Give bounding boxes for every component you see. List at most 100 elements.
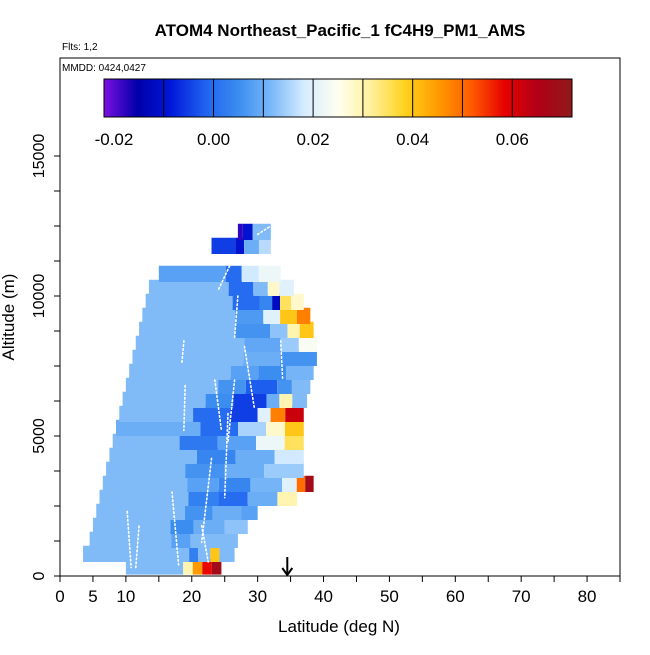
heatmap-cell xyxy=(193,517,225,534)
heatmap-cell xyxy=(148,279,229,296)
heatmap-cell xyxy=(234,307,264,324)
heatmap-cell xyxy=(142,307,235,324)
heatmap-cell xyxy=(187,475,219,492)
heatmap-cell xyxy=(264,461,304,478)
heatmap-cell xyxy=(279,391,293,408)
heatmap-cell xyxy=(244,335,281,352)
heatmap-cell xyxy=(229,405,258,422)
flight-track-segment xyxy=(217,261,233,292)
heatmap-cell xyxy=(188,489,219,506)
heatmap-cell xyxy=(185,461,225,478)
heatmap-cell xyxy=(284,433,304,450)
heatmap-cell xyxy=(282,475,297,492)
heatmap-cell xyxy=(218,489,248,506)
heatmap-cell xyxy=(266,419,285,436)
heatmap-cell xyxy=(210,545,220,562)
heatmap-cell xyxy=(109,447,197,464)
heatmap-cell xyxy=(244,237,259,254)
heatmap-cell xyxy=(299,321,314,338)
heatmap-cell xyxy=(235,447,275,464)
heatmap-cell xyxy=(198,545,211,562)
flight-track-segment xyxy=(256,225,272,236)
heatmap-cell xyxy=(125,558,184,575)
heatmap-cell xyxy=(277,377,292,394)
heatmap-cell xyxy=(258,363,286,380)
x-tick-label: 50 xyxy=(380,587,399,606)
flights-label: Flts: 1,2 xyxy=(62,42,98,53)
heatmap-cell xyxy=(277,489,298,506)
heatmap-cell xyxy=(122,391,206,408)
heatmap-cells xyxy=(83,223,317,575)
heatmap-cell xyxy=(139,321,236,338)
heatmap-cell xyxy=(296,307,311,324)
heatmap-cell xyxy=(274,447,304,464)
flight-track-segment xyxy=(181,339,185,365)
heatmap-cell xyxy=(185,503,213,520)
heatmap-cell xyxy=(233,391,267,408)
heatmap-cell xyxy=(202,558,212,575)
heatmap-cell xyxy=(266,391,280,408)
heatmap-cell xyxy=(296,475,306,492)
heatmap-cell xyxy=(237,223,243,240)
heatmap-cell xyxy=(179,433,218,450)
heatmap-cell xyxy=(200,419,239,436)
heatmap-cell xyxy=(241,265,259,282)
heatmap-cell xyxy=(171,531,191,548)
flight-track-segment xyxy=(134,524,140,569)
heatmap-cell xyxy=(225,265,242,282)
heatmap-cell xyxy=(285,363,314,380)
x-tick-label: 80 xyxy=(578,587,597,606)
x-tick-label: 5 xyxy=(88,587,97,606)
heatmap-cell xyxy=(243,349,281,366)
latitude-marker xyxy=(281,557,294,577)
flight-track-segment xyxy=(200,457,213,544)
heatmap-cell xyxy=(192,558,203,575)
flight-track-segment xyxy=(243,345,256,409)
heatmap-cell xyxy=(218,475,251,492)
heatmap-cell xyxy=(258,265,281,282)
y-axis: 0 5000 10000 15000 xyxy=(31,134,60,580)
flight-track-segment xyxy=(279,339,284,381)
heatmap-cell xyxy=(292,391,308,408)
heatmap-cell xyxy=(212,503,242,520)
flight-track-segment xyxy=(227,379,236,443)
heatmap-cell xyxy=(280,335,299,352)
flight-track-segment xyxy=(223,412,229,499)
colorbar-tick-label: 0.00 xyxy=(197,130,230,149)
heatmap-cell xyxy=(196,447,236,464)
x-tick-label: 70 xyxy=(512,587,531,606)
y-tick-label: 10000 xyxy=(31,274,48,319)
heatmap-cell xyxy=(228,279,254,296)
heatmap-cell xyxy=(279,279,294,296)
heatmap-cell xyxy=(92,517,171,534)
colorbar-gradient xyxy=(103,78,573,118)
heatmap-cell xyxy=(125,377,219,394)
flight-track-segment xyxy=(183,384,186,432)
heatmap-cell xyxy=(211,237,236,254)
flight-track-segment xyxy=(233,295,239,339)
flight-track-dots xyxy=(126,225,284,569)
heatmap-cell xyxy=(270,321,288,338)
heatmap-cell xyxy=(287,321,300,338)
heatmap-cell xyxy=(291,293,304,310)
flight-track-segment xyxy=(126,510,132,569)
colorbar-tick-label: -0.02 xyxy=(95,130,134,149)
heatmap-cell xyxy=(257,405,271,422)
heatmap-cell xyxy=(245,377,278,394)
heatmap-cell xyxy=(291,377,311,394)
x-tick-label: 40 xyxy=(314,587,333,606)
heatmap-cell xyxy=(119,405,194,422)
heatmap-cell xyxy=(280,349,317,366)
heatmap-cell xyxy=(256,433,285,450)
x-tick-label: 60 xyxy=(446,587,465,606)
flight-track-segment xyxy=(171,491,180,566)
y-tick-label: 5000 xyxy=(31,418,48,454)
x-axis-label: Latitude (deg N) xyxy=(278,617,400,636)
colorbar-tick-label: 0.02 xyxy=(297,130,330,149)
x-tick-label: 20 xyxy=(182,587,201,606)
heatmap-cell xyxy=(224,461,265,478)
heatmap-cell xyxy=(270,405,286,422)
heatmap-cell xyxy=(129,363,231,380)
